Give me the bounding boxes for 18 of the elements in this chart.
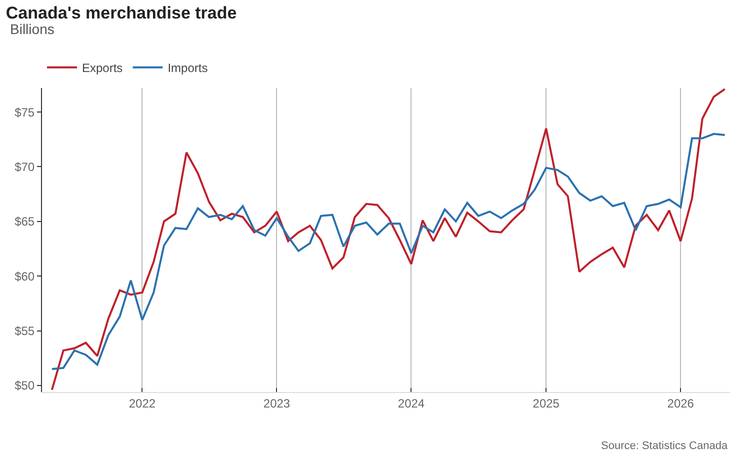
y-tick-label: $65 [14,214,35,229]
x-tick-label: 2024 [398,396,425,410]
y-tick-label: $55 [14,324,35,338]
chart-subtitle: Billions [10,21,54,37]
legend-label: Exports [82,61,123,76]
x-tick-label: 2023 [263,396,290,410]
line-series [50,88,726,391]
x-tick-label: 2026 [667,396,694,410]
y-tick-label: $70 [14,160,35,174]
y-tick-label: $60 [14,269,35,284]
line-series [50,132,726,370]
x-tick-label: 2022 [128,396,156,410]
x-tick-label: 2025 [532,396,560,410]
y-tick-label: $75 [14,105,35,120]
y-tick-label: $50 [14,378,35,393]
legend-label: Imports [168,61,208,76]
source-note: Source: Statistics Canada [601,440,728,450]
chart-title: Canada's merchandise trade [6,4,237,23]
